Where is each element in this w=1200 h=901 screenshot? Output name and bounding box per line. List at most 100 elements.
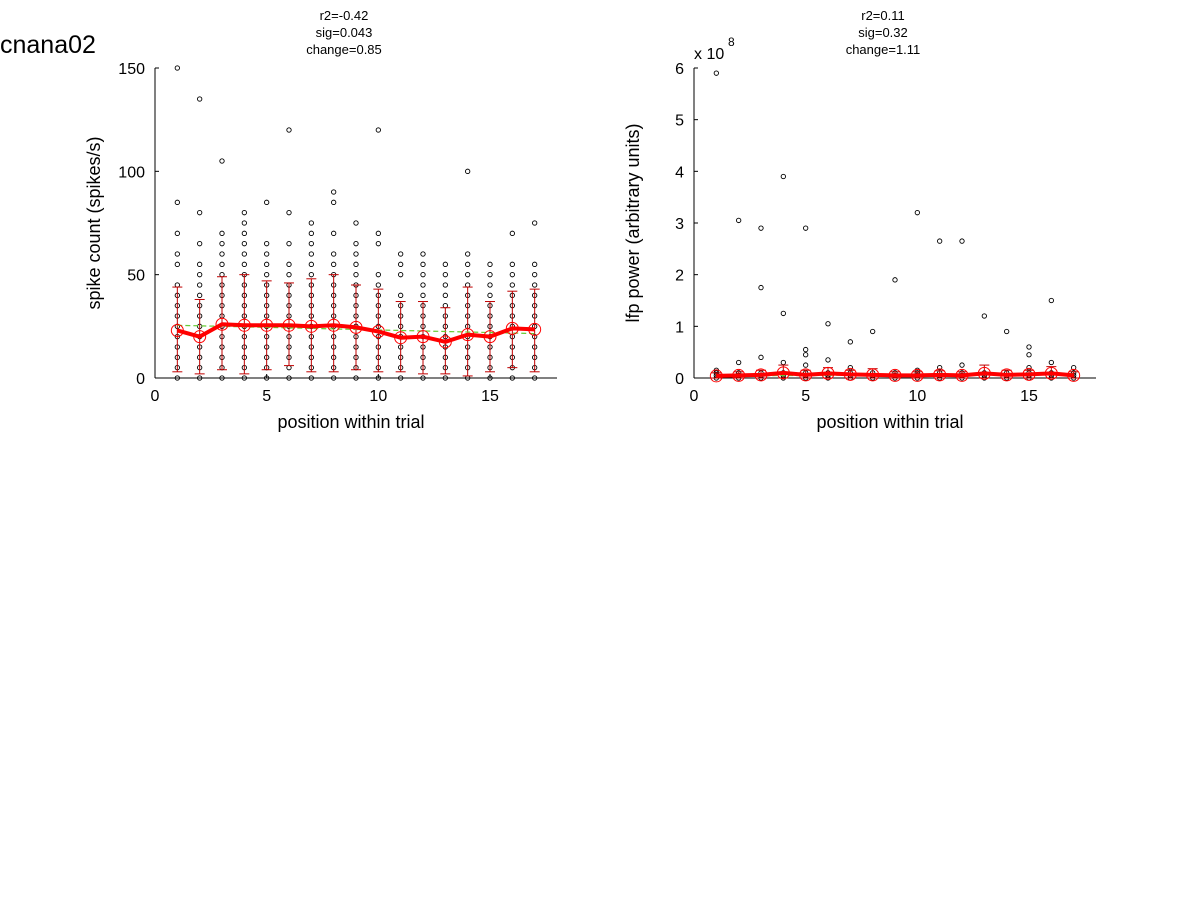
x-axis-label: position within trial <box>816 412 963 432</box>
y-tick-label: 3 <box>675 216 684 233</box>
data-point <box>1048 359 1054 366</box>
data-point <box>532 375 538 381</box>
x-tick-label: 0 <box>690 388 699 405</box>
mean-marker <box>977 366 991 380</box>
data-point <box>509 272 515 278</box>
y-axis-label: lfp power (arbitrary units) <box>623 123 643 322</box>
data-point <box>197 272 203 278</box>
data-point <box>487 292 493 298</box>
data-point <box>286 210 292 216</box>
data-point <box>736 217 742 224</box>
mean-marker <box>349 320 363 334</box>
data-point <box>174 251 180 257</box>
data-point <box>465 272 471 278</box>
mean-marker <box>327 318 341 332</box>
data-point <box>331 199 337 205</box>
mean-marker <box>1067 368 1081 382</box>
mean-marker <box>483 330 497 344</box>
data-point <box>1026 344 1032 350</box>
data-point <box>509 282 515 288</box>
y-axis-label: spike count (spikes/s) <box>84 136 104 309</box>
data-point <box>375 272 381 278</box>
mean-marker <box>371 325 385 338</box>
mean-marker <box>505 321 519 335</box>
data-point <box>803 346 809 353</box>
y-tick-label: 50 <box>127 268 145 285</box>
data-point <box>174 199 180 205</box>
data-point <box>780 359 786 366</box>
mean-marker <box>1044 366 1058 380</box>
data-point <box>736 359 742 366</box>
mean-marker <box>438 335 452 349</box>
data-point <box>959 362 965 368</box>
mean-marker <box>754 368 768 382</box>
mean-marker <box>237 318 251 332</box>
data-point <box>197 96 203 102</box>
data-point <box>442 375 448 381</box>
mean-marker <box>1022 367 1036 381</box>
y-tick-label: 2 <box>675 268 684 285</box>
data-point <box>286 261 292 267</box>
data-point <box>286 241 292 247</box>
stats-line: sig=0.043 <box>316 25 373 40</box>
data-point <box>219 272 225 278</box>
mean-marker <box>843 367 857 381</box>
data-point <box>197 282 203 288</box>
data-point <box>442 292 448 298</box>
y-tick-label: 6 <box>675 61 684 78</box>
data-point <box>308 241 314 247</box>
data-point <box>465 251 471 257</box>
y-tick-label: 0 <box>675 371 684 388</box>
data-point <box>487 272 493 278</box>
data-point <box>442 303 448 309</box>
data-point <box>1026 352 1032 358</box>
data-point <box>509 230 515 236</box>
data-point <box>1026 365 1032 371</box>
data-point <box>241 251 247 257</box>
data-point <box>870 328 876 335</box>
data-point <box>197 241 203 247</box>
data-point <box>442 261 448 267</box>
axis-exponent-label: x 10 <box>694 46 724 63</box>
data-point <box>353 251 359 257</box>
data-point <box>375 127 381 133</box>
data-point <box>241 375 247 381</box>
data-point <box>241 220 247 226</box>
data-point <box>197 375 203 381</box>
mean-marker <box>416 330 430 344</box>
chart-2: r2=0.11 sig=0.32 change=1.11 0 5 10 15 0 1 2 3 4 5 6 p… <box>623 8 1096 432</box>
mean-marker <box>394 331 408 345</box>
y-tick-label: 5 <box>675 113 684 130</box>
data-point <box>264 375 270 381</box>
data-point <box>375 241 381 247</box>
data-point <box>442 272 448 278</box>
data-point <box>241 241 247 247</box>
x-tick-label: 5 <box>801 388 810 405</box>
data-point <box>219 261 225 267</box>
data-point <box>847 339 853 345</box>
data-point <box>219 158 225 164</box>
x-tick-label: 10 <box>908 388 926 405</box>
data-point <box>308 261 314 267</box>
data-point <box>803 362 809 368</box>
mean-marker <box>776 366 790 380</box>
x-tick-label: 10 <box>369 388 387 405</box>
axis-exponent-value: 8 <box>728 35 735 49</box>
y-tick-label: 4 <box>675 164 684 181</box>
data-point <box>241 261 247 267</box>
data-point <box>509 375 515 381</box>
mean-marker <box>799 368 813 382</box>
stats-line: change=0.85 <box>306 42 382 57</box>
x-tick-label: 0 <box>151 388 160 405</box>
data-point <box>420 272 426 278</box>
mean-marker <box>910 368 924 382</box>
data-point <box>420 292 426 298</box>
mean-marker <box>260 318 274 332</box>
data-point <box>465 282 471 288</box>
data-point <box>241 230 247 236</box>
data-point <box>375 230 381 236</box>
data-point <box>197 210 203 216</box>
data-point <box>892 277 898 283</box>
data-point <box>286 127 292 133</box>
data-point <box>937 238 943 244</box>
